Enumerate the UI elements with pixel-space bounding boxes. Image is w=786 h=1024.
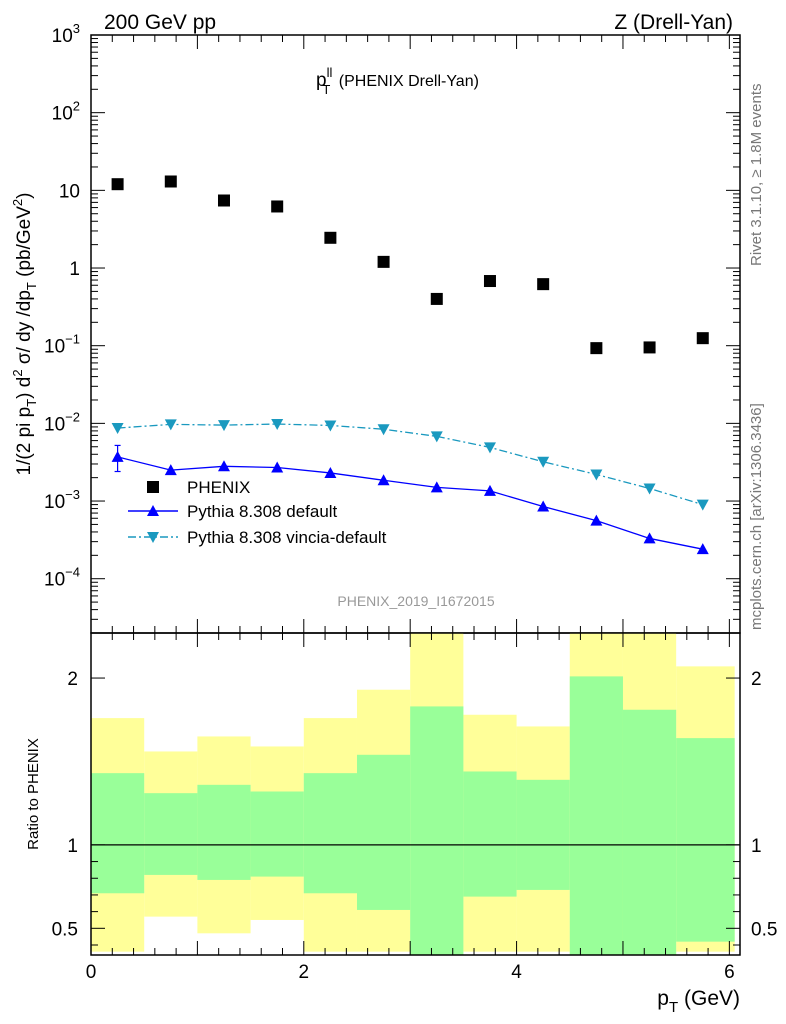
- x-tick-label: 2: [298, 962, 309, 983]
- band-green: [569, 676, 623, 955]
- band-green: [91, 773, 145, 894]
- point-default: [483, 484, 496, 496]
- point-vincia: [324, 420, 337, 432]
- point-vincia: [430, 431, 443, 443]
- y-tick-label: 10−4: [44, 565, 80, 591]
- point-default: [537, 500, 550, 512]
- legend-label-phenix: PHENIX: [187, 478, 250, 497]
- x-tick-label: 0: [86, 962, 97, 983]
- ratio-y-tick-label-left: 2: [67, 669, 78, 690]
- main-data-layer: [111, 175, 709, 555]
- point-default: [217, 460, 230, 472]
- point-vincia: [483, 442, 496, 454]
- band-green: [250, 791, 304, 877]
- ratio-frame: [90, 632, 741, 956]
- x-tick-label: 4: [511, 962, 522, 983]
- point-default: [643, 532, 656, 544]
- mcplots-label: mcplots.cern.ch [arXiv:1306.3436]: [748, 403, 765, 630]
- band-green: [144, 793, 198, 875]
- band-green: [463, 771, 517, 897]
- point-phenix: [483, 275, 496, 288]
- x-axis-label: pT (GeV): [657, 987, 740, 1016]
- main-title: pll T (PHENIX Drell-Yan): [316, 65, 479, 97]
- point-phenix: [217, 194, 230, 207]
- point-default: [430, 481, 443, 493]
- analysis-label: PHENIX_2019_I1672015: [337, 593, 494, 609]
- y-tick-label: 102: [52, 99, 80, 125]
- band-green: [356, 754, 411, 910]
- point-phenix: [377, 255, 390, 268]
- x-tick-label: 6: [724, 962, 735, 983]
- point-vincia: [271, 419, 284, 431]
- point-phenix: [590, 342, 603, 355]
- point-vincia: [164, 419, 177, 431]
- ratio-ylabel: Ratio to PHENIX: [25, 738, 42, 850]
- point-phenix: [271, 200, 284, 213]
- ratio-panel: 0.5 0.5 1 1 2 2 0 2 4 6 Ratio to PHENIX pT (GeV): [25, 35, 777, 1016]
- point-default: [590, 514, 603, 526]
- legend-marker-default: [147, 505, 159, 516]
- series-line-vincia: [117, 423, 703, 506]
- legend-marker-phenix: [147, 481, 159, 493]
- ratio-y-tick-label-right: 0.5: [751, 919, 777, 940]
- point-default: [271, 461, 284, 473]
- point-default: [696, 543, 709, 555]
- point-phenix: [164, 175, 177, 188]
- point-default: [324, 466, 337, 478]
- point-vincia: [217, 420, 230, 432]
- band-green: [410, 706, 464, 955]
- point-default: [377, 474, 390, 486]
- point-vincia: [643, 483, 656, 495]
- y-tick-label: 10: [59, 181, 80, 202]
- band-green: [622, 709, 677, 955]
- series-line-default: [117, 456, 703, 550]
- rivet-label: Rivet 3.1.10, ≥ 1.8M events: [748, 84, 765, 267]
- point-phenix: [324, 231, 337, 244]
- ratio-axes: 0.5 0.5 1 1 2 2 0 2 4 6: [52, 35, 777, 983]
- point-phenix: [111, 178, 124, 191]
- ratio-y-tick-label-right: 2: [751, 669, 762, 690]
- point-phenix: [696, 332, 709, 345]
- header-right: Z (Drell-Yan): [614, 11, 733, 34]
- point-default: [111, 450, 124, 462]
- y-tick-label: 103: [52, 21, 80, 47]
- point-vincia: [377, 424, 390, 436]
- band-green: [516, 779, 570, 890]
- point-vincia: [537, 456, 550, 468]
- band-green: [197, 784, 251, 880]
- ratio-y-tick-label-left: 0.5: [52, 919, 78, 940]
- ratio-y-tick-label-right: 1: [751, 836, 762, 857]
- legend-label-vincia: Pythia 8.308 vincia-default: [187, 528, 387, 547]
- y-tick-label: 10−1: [44, 332, 80, 358]
- point-vincia: [111, 423, 124, 435]
- point-phenix: [537, 278, 550, 291]
- y-tick-label: 1: [69, 259, 80, 280]
- ratio-y-tick-label-left: 1: [67, 836, 78, 857]
- point-default: [164, 464, 177, 476]
- main-ylabel: 1/(2 pi pT) d2 σ/ dy /dpT (pb/GeV2): [10, 193, 39, 476]
- legend: PHENIX Pythia 8.308 default Pythia 8.308…: [128, 478, 387, 547]
- point-vincia: [696, 499, 709, 511]
- point-vincia: [590, 469, 603, 481]
- legend-label-default: Pythia 8.308 default: [187, 502, 338, 521]
- point-phenix: [430, 292, 443, 305]
- point-phenix: [643, 341, 656, 354]
- y-tick-label: 10−2: [44, 409, 80, 435]
- band-green: [676, 738, 735, 942]
- header-left: 200 GeV pp: [104, 11, 216, 34]
- band-green: [303, 773, 357, 894]
- legend-marker-vincia: [147, 532, 159, 543]
- ratio-bands: [91, 633, 735, 955]
- y-tick-label: 10−3: [44, 487, 80, 513]
